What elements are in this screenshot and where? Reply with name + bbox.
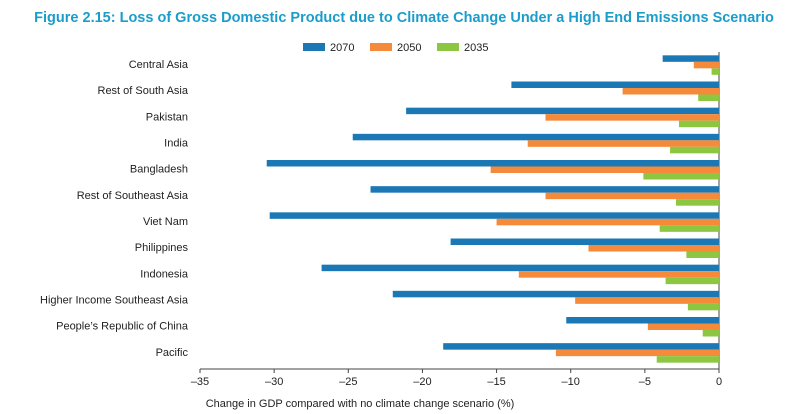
bar	[686, 251, 719, 258]
bar	[496, 218, 719, 226]
bar	[443, 343, 719, 350]
y-tick-label: Rest of South Asia	[98, 85, 189, 97]
bar	[545, 192, 719, 200]
x-tick-label: –20	[413, 376, 431, 388]
bar	[545, 114, 719, 121]
bar	[698, 94, 719, 101]
bar	[702, 330, 719, 337]
x-tick-label: –30	[265, 376, 283, 388]
y-tick-label: Pacific	[156, 347, 189, 359]
bar	[518, 271, 719, 278]
bar	[662, 55, 719, 62]
bar	[406, 107, 719, 115]
bar	[665, 277, 719, 285]
bar	[450, 238, 719, 245]
bar	[643, 173, 719, 180]
y-tick-label: Rest of Southeast Asia	[77, 190, 189, 202]
legend-swatch	[437, 43, 459, 51]
x-axis-label: Change in GDP compared with no climate c…	[206, 398, 515, 410]
bar	[321, 264, 719, 272]
y-tick-label: Higher Income Southeast Asia	[40, 294, 189, 306]
y-tick-label: People’s Republic of China	[56, 321, 189, 333]
y-tick-label: Bangladesh	[130, 164, 188, 176]
bar	[687, 303, 719, 311]
y-tick-label: Indonesia	[140, 268, 189, 280]
y-tick-label: Central Asia	[129, 59, 189, 71]
bar	[647, 323, 719, 330]
legend-label: 2070	[330, 42, 354, 54]
y-tick-label: Pakistan	[146, 111, 188, 123]
x-tick-label: –5	[639, 376, 651, 388]
bar	[656, 356, 719, 363]
y-tick-label: India	[164, 137, 189, 149]
y-tick-label: Philippines	[135, 242, 189, 254]
chart-title: Figure 2.15: Loss of Gross Domestic Prod…	[34, 10, 774, 26]
legend-label: 2050	[397, 42, 421, 54]
bar	[678, 120, 719, 128]
bar	[711, 68, 719, 75]
bar	[659, 225, 719, 232]
bar	[527, 140, 719, 147]
bar	[675, 199, 719, 206]
bar	[588, 245, 719, 252]
legend-label: 2035	[464, 42, 488, 54]
bar	[693, 61, 719, 69]
legend-swatch	[370, 43, 392, 51]
x-tick-label: –35	[191, 376, 209, 388]
bar	[566, 317, 719, 324]
bar	[392, 290, 719, 298]
bar	[622, 88, 719, 95]
bar	[352, 133, 719, 141]
bar	[575, 297, 719, 304]
bar	[490, 166, 719, 173]
bar	[555, 349, 719, 357]
bar	[670, 146, 719, 154]
x-tick-label: –25	[339, 376, 357, 388]
y-tick-label: Viet Nam	[143, 216, 188, 228]
bar	[269, 212, 719, 219]
bar	[370, 186, 719, 193]
bar	[266, 160, 719, 167]
x-tick-label: –15	[487, 376, 505, 388]
bar	[511, 81, 719, 88]
legend-swatch	[303, 43, 325, 51]
x-tick-label: 0	[716, 376, 722, 388]
x-tick-label: –10	[562, 376, 580, 388]
